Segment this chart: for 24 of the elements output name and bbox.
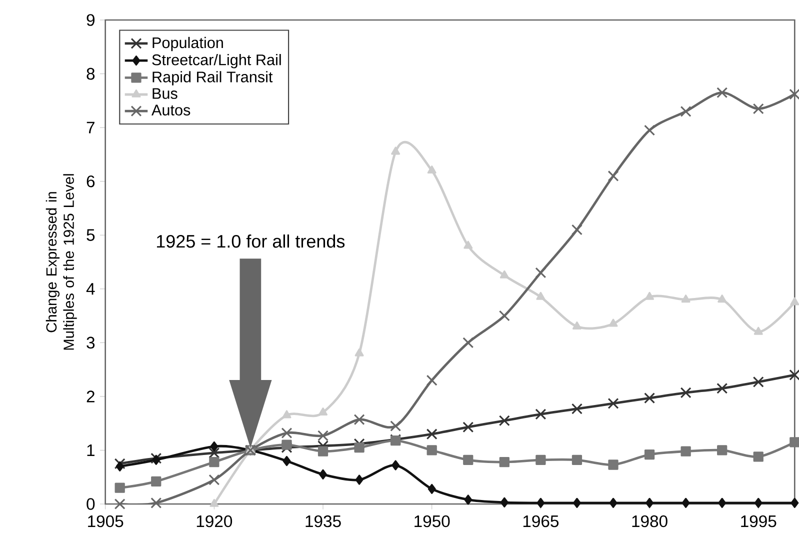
y-tick-label: 6 bbox=[86, 175, 95, 188]
annotation: 1925 = 1.0 for all trends bbox=[157, 234, 345, 248]
y-axis-title: Change Expressed in Multiples of the 1925 Level bbox=[46, 174, 77, 350]
y-tick-label: 2 bbox=[86, 390, 94, 402]
x-tick-label: 1920 bbox=[196, 515, 232, 528]
x-tick-label: 1980 bbox=[632, 515, 668, 528]
legend-label: Streetcar/Light Rail bbox=[152, 54, 281, 68]
x-tick-label: 1950 bbox=[414, 515, 450, 528]
y-tick-label: 9 bbox=[86, 14, 95, 26]
legend-label: Population bbox=[152, 36, 223, 52]
y-tick-label: 3 bbox=[86, 336, 95, 349]
y-tick-label: 8 bbox=[86, 68, 95, 80]
legend-label: Autos bbox=[152, 104, 190, 116]
y-tick-label: 1 bbox=[87, 444, 94, 456]
y-tick-label: 4 bbox=[86, 283, 95, 295]
x-tick-label: 1995 bbox=[741, 515, 776, 528]
y-tick-label: 5 bbox=[86, 229, 95, 241]
y-tick-label: 0 bbox=[86, 498, 95, 510]
legend-label: Rapid Rail Transit bbox=[152, 71, 273, 86]
x-tick-label: 1965 bbox=[523, 515, 559, 528]
y-tick-label: 7 bbox=[86, 122, 94, 134]
legend-label: Bus bbox=[152, 88, 178, 99]
x-tick-label: 1905 bbox=[88, 515, 124, 528]
x-tick-label: 1935 bbox=[306, 515, 341, 528]
